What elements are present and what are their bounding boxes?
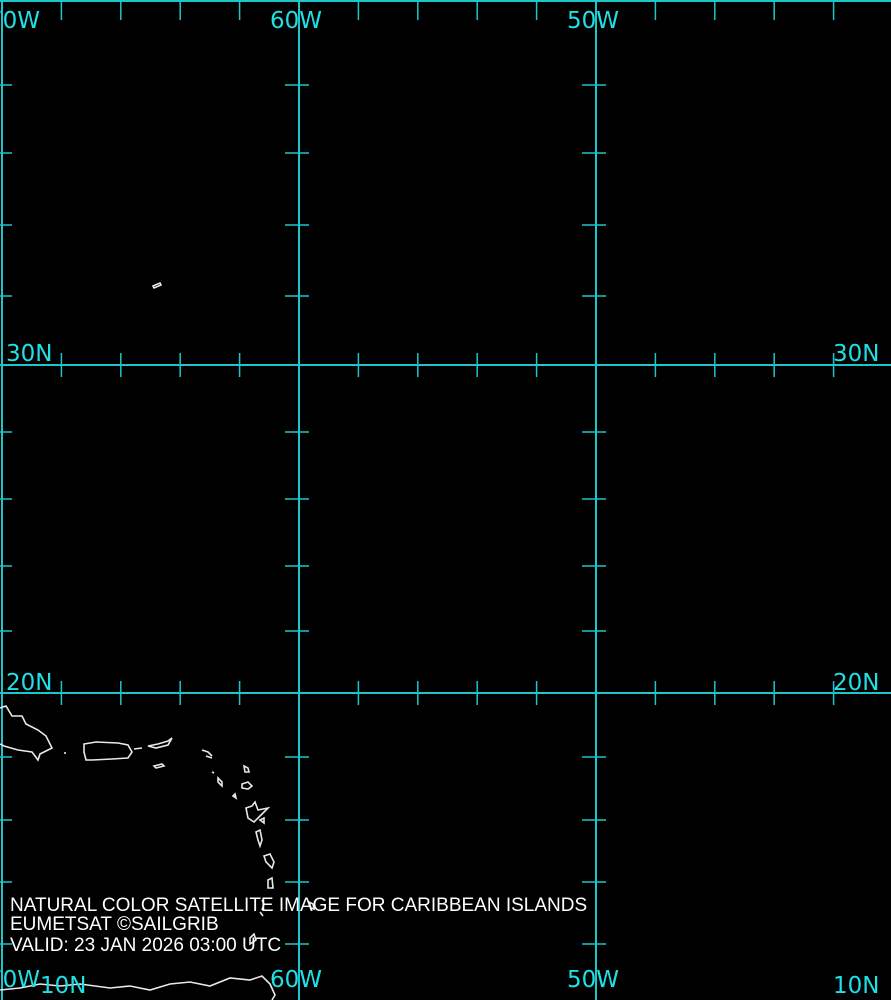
lat-label-left-10n: 10N xyxy=(40,973,87,999)
lon-label-top-60w: 60W xyxy=(270,8,323,34)
coastline-montserrat xyxy=(231,792,238,800)
coastline-hispaniola xyxy=(0,705,54,762)
coastline-st-vincent xyxy=(267,876,274,889)
coastline-south-america xyxy=(0,975,276,1000)
caption-title: NATURAL COLOR SATELLITE IMAGE FOR CARIBB… xyxy=(10,895,588,916)
caption-source: EUMETSAT ©SAILGRIB xyxy=(10,914,219,935)
coastline-barbados xyxy=(307,900,316,911)
coastline-puerto-rico xyxy=(83,741,133,761)
coastline-st-croix xyxy=(152,763,166,769)
coastline-antigua xyxy=(242,764,251,773)
lat-label-right-10n: 10N xyxy=(833,973,880,999)
coastline-marie-galante xyxy=(258,816,265,825)
lat-label-right-20n: 20N xyxy=(833,670,880,696)
lon-label-bottom-60w: 60W xyxy=(270,967,323,993)
lon-label-bottom-50w: 50W xyxy=(567,967,620,993)
lon-label-top-50w: 50W xyxy=(567,8,620,34)
coastline-bermuda xyxy=(151,281,163,290)
caption-valid-time: VALID: 23 JAN 2026 03:00 UTC xyxy=(10,935,282,956)
coastline-grenadines xyxy=(249,899,265,946)
lat-label-left-30n: 30N xyxy=(6,341,53,367)
coastline-martinique xyxy=(255,828,263,849)
coastline-virgin-islands xyxy=(133,737,173,750)
coastline-nevis xyxy=(211,771,223,788)
coastline-dominica xyxy=(245,800,271,824)
lon-label-top-70w: 70W xyxy=(0,8,41,34)
lat-label-right-30n: 30N xyxy=(833,341,880,367)
lon-label-bottom-70w: 70W xyxy=(0,967,41,993)
coastline-guadeloupe xyxy=(241,781,254,790)
coastline-anguilla xyxy=(201,749,213,759)
coastline-st-lucia xyxy=(262,853,275,870)
lat-label-left-20n: 20N xyxy=(6,670,53,696)
